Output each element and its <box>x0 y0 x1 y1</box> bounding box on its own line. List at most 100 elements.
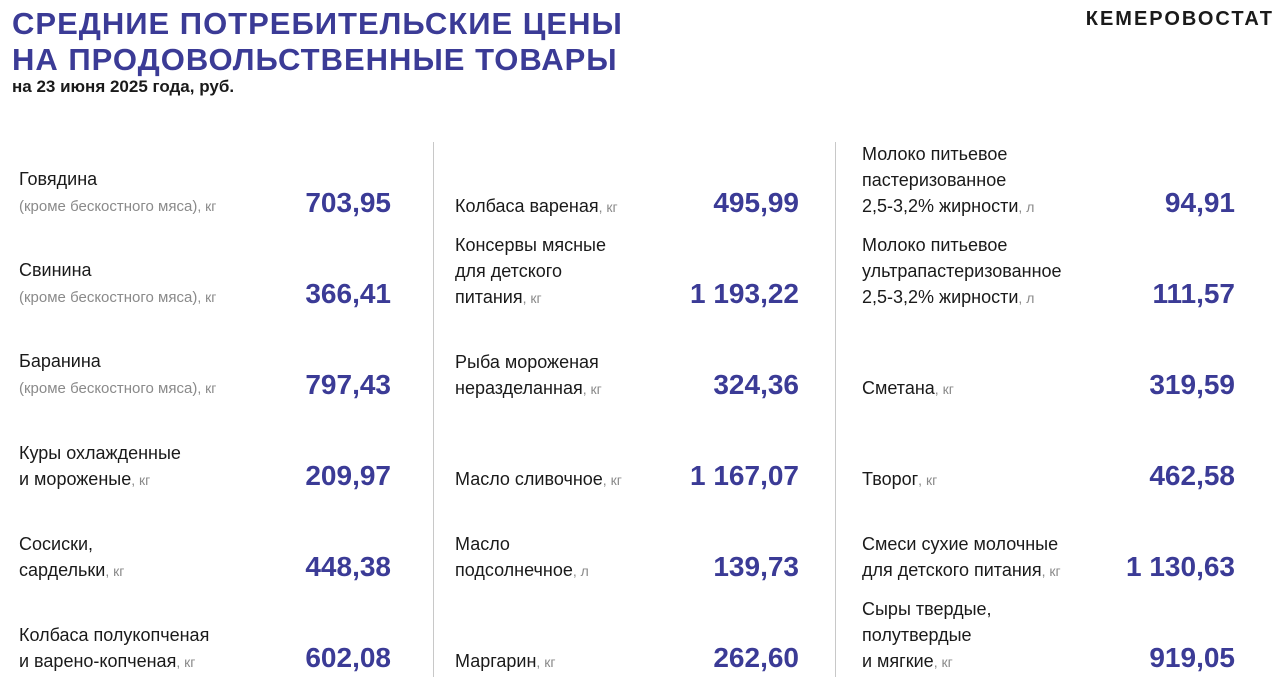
price-item: Творог, кг 462,58 <box>862 413 1235 493</box>
product-name: Молоко питьевое ультрапастеризованное 2,5-… <box>862 232 1062 311</box>
unit-label: л <box>1026 290 1035 306</box>
price-item: Смеси сухие молочные для детского питания… <box>862 504 1235 584</box>
product-name: Маргарин, кг <box>455 651 556 671</box>
price-item: Куры охлажденные и мороженые, кг 209,97 <box>19 413 391 493</box>
product-name-line: и мороженые <box>19 469 132 489</box>
price-item: Колбаса вареная, кг 495,99 <box>455 140 799 220</box>
price-item: Маргарин, кг 262,60 <box>455 595 799 675</box>
unit-label: кг <box>544 654 556 670</box>
product-name-line: Маргарин <box>455 651 537 671</box>
product-name-line: Говядина <box>19 169 98 189</box>
unit-label: кг <box>205 380 217 396</box>
unit-label: кг <box>184 654 196 670</box>
product-name: Баранина (кроме бескостного мяса), кг <box>19 348 216 402</box>
page-title: СРЕДНИЕ ПОТРЕБИТЕЛЬСКИЕ ЦЕНЫ НА ПРОДОВОЛ… <box>12 6 623 78</box>
price-item: Молоко питьевое ультрапастеризованное 2,5-… <box>862 231 1235 311</box>
price-value: 262,60 <box>713 642 799 673</box>
product-name-line: Масло <box>455 534 510 554</box>
product-name-line: Сыры твердые, <box>862 599 992 619</box>
product-name-line: (кроме бескостного мяса) <box>19 380 198 397</box>
product-name: Творог, кг <box>862 469 938 489</box>
product-name-line: Сосиски, <box>19 534 93 554</box>
price-value: 462,58 <box>1149 460 1235 491</box>
product-name: Колбаса полукопченая и варено-копченая, к… <box>19 622 209 675</box>
unit-label: л <box>580 563 589 579</box>
product-name-line: Смеси сухие молочные <box>862 534 1059 554</box>
product-name-line: сардельки <box>19 560 106 580</box>
product-name-line: (кроме бескостного мяса) <box>19 289 198 306</box>
price-item: Сосиски, сардельки, кг 448,38 <box>19 504 391 584</box>
price-value: 919,05 <box>1149 642 1235 673</box>
title-line-2: НА ПРОДОВОЛЬСТВЕННЫЕ ТОВАРЫ <box>12 42 618 77</box>
price-item: Баранина (кроме бескостного мяса), кг 797,… <box>19 322 391 402</box>
price-item: Рыба мороженая неразделанная, кг 324,36 <box>455 322 799 402</box>
unit-label: л <box>1026 199 1035 215</box>
product-name: Куры охлажденные и мороженые, кг <box>19 440 181 493</box>
page-subtitle: на 23 июня 2025 года, руб. <box>12 77 235 96</box>
product-name-line: и мягкие <box>862 651 934 671</box>
price-item: Консервы мясные для детского питания, кг 1 … <box>455 231 799 311</box>
unit-label: кг <box>530 290 542 306</box>
price-value: 324,36 <box>713 369 799 400</box>
column-divider-1 <box>433 142 434 677</box>
product-name-line: ультрапастеризованное <box>862 261 1062 281</box>
product-name: Масло сливочное, кг <box>455 469 622 489</box>
product-name-line: Масло сливочное <box>455 469 603 489</box>
product-name: Свинина (кроме бескостного мяса), кг <box>19 257 216 311</box>
unit-label: кг <box>590 381 602 397</box>
price-value: 209,97 <box>305 460 391 491</box>
product-name: Говядина (кроме бескостного мяса), кг <box>19 166 216 220</box>
brand-logo: КЕМЕРОВОСТАТ <box>1085 8 1274 30</box>
unit-label: кг <box>138 472 151 488</box>
product-name-line: для детского <box>455 261 562 281</box>
product-name-line: полутвердые <box>862 625 972 645</box>
price-value: 1 193,22 <box>690 278 799 309</box>
price-value: 1 167,07 <box>690 460 799 491</box>
unit-label: кг <box>205 289 217 305</box>
product-name-line: Куры охлажденные <box>19 443 181 463</box>
unit-label: кг <box>942 381 954 397</box>
price-item: Колбаса полукопченая и варено-копченая, к… <box>19 595 391 675</box>
product-name-line: 2,5-3,2% жирности <box>862 196 1019 216</box>
product-name-line: Консервы мясные <box>455 235 606 255</box>
product-name: Масло подсолнечное, л <box>455 531 589 584</box>
unit-label: кг <box>113 563 125 579</box>
unit-label: кг <box>925 472 938 488</box>
product-name-line: Колбаса вареная <box>455 196 599 216</box>
product-name: Колбаса вареная, кг <box>455 196 618 216</box>
unit-label: кг <box>610 472 622 488</box>
price-value: 448,38 <box>305 551 391 582</box>
product-name: Консервы мясные для детского питания, кг <box>455 232 606 311</box>
product-name-line: подсолнечное <box>455 560 573 580</box>
product-name-line: 2,5-3,2% жирности <box>862 287 1019 307</box>
product-name-line: Творог <box>862 469 919 489</box>
product-name: Сосиски, сардельки, кг <box>19 531 124 584</box>
product-name-line: Молоко питьевое <box>862 144 1008 164</box>
price-value: 703,95 <box>305 187 391 218</box>
product-name-line: пастеризованное <box>862 170 1007 190</box>
price-item: Говядина (кроме бескостного мяса), кг 703,… <box>19 140 391 220</box>
column-divider-2 <box>835 142 836 677</box>
unit-label: кг <box>941 654 953 670</box>
price-value: 139,73 <box>713 551 799 582</box>
price-value: 319,59 <box>1149 369 1235 400</box>
price-value: 797,43 <box>305 369 391 400</box>
product-name-line: Сметана <box>862 378 935 398</box>
product-name: Сыры твердые, полутвердые и мягкие, кг <box>862 596 992 675</box>
price-value: 366,41 <box>305 278 391 309</box>
product-name-line: (кроме бескостного мяса) <box>19 198 198 215</box>
price-item: Сметана, кг 319,59 <box>862 322 1235 402</box>
price-item: Сыры твердые, полутвердые и мягкие, кг 919,… <box>862 595 1235 675</box>
price-item: Масло подсолнечное, л 139,73 <box>455 504 799 584</box>
price-value: 94,91 <box>1164 187 1235 218</box>
product-name-line: Баранина <box>19 351 101 371</box>
product-name-line: неразделанная <box>455 378 583 398</box>
price-item: Свинина (кроме бескостного мяса), кг 366,4… <box>19 231 391 311</box>
price-value: 495,99 <box>713 187 799 218</box>
price-value: 1 130,63 <box>1126 551 1235 582</box>
product-name: Сметана, кг <box>862 378 954 398</box>
price-value: 602,08 <box>305 642 391 673</box>
product-name-line: и варено-копченая <box>19 651 177 671</box>
product-name-line: Рыба мороженая <box>455 352 599 372</box>
price-item: Масло сливочное, кг 1 167,07 <box>455 413 799 493</box>
